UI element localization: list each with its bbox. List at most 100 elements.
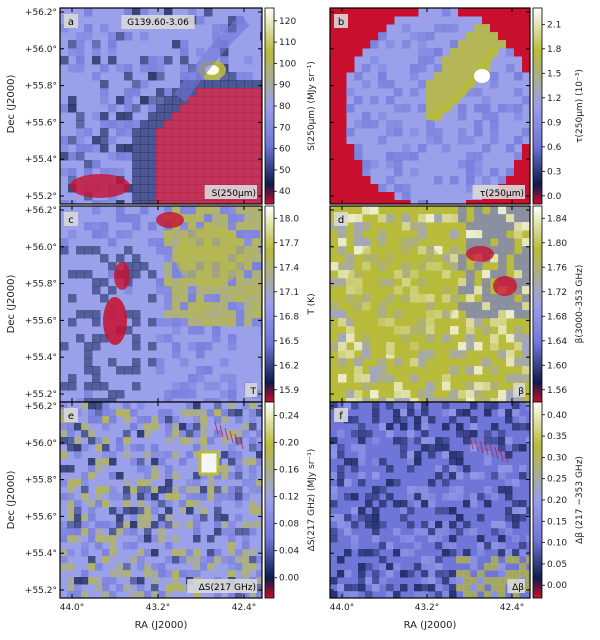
ra-tick-label: 42.4°	[232, 603, 257, 613]
colorbar-tick-label: 0.9	[547, 118, 562, 128]
map-label: ΔS(217 GHz)	[199, 583, 256, 593]
colorbar-tick-label: 90	[279, 81, 291, 91]
colorbar-tick-label: 1.56	[547, 386, 567, 396]
colorbar-d	[532, 205, 543, 403]
colorbar-tick-label: 0.04	[279, 547, 299, 557]
dec-tick-label: +56.0°	[25, 439, 57, 449]
colorbar-tick-label: 1.84	[547, 214, 567, 224]
colorbar-tick-label: 1.76	[547, 263, 567, 273]
dec-tick-label: +56.2°	[25, 8, 57, 18]
colorbar-tick-label: 17.7	[279, 239, 299, 249]
panel-f: 44.0° 43.2° 42.4° f Δβ 0.40 0.35 0.30 0.25 0.20 0.…	[329, 401, 585, 613]
colorbar-tick-label: 1.60	[547, 361, 567, 371]
ra-tick-label: 44.0°	[330, 603, 355, 613]
colorbar-tick-label: 0.30	[547, 453, 567, 463]
colorbar-tick-label: 15.9	[279, 386, 299, 396]
colorbar-tick-label: 0.00	[547, 581, 567, 591]
dec-tick-label: +55.4°	[25, 353, 57, 363]
colorbar-tick-label: 60	[279, 145, 291, 155]
colorbar-tick-label: 110	[279, 38, 296, 48]
colorbar-tick-label: 0.0	[547, 192, 562, 202]
heatmap-b	[330, 8, 530, 204]
dec-tick-label: +55.2°	[25, 586, 57, 596]
colorbar-tick-label: 70	[279, 123, 291, 133]
colorbar-tick-label: 0.20	[279, 439, 299, 449]
colorbar-b	[532, 7, 543, 205]
dec-tick-label: +55.8°	[25, 476, 57, 486]
dec-tick-label: +55.6°	[25, 316, 57, 326]
map-label: β	[518, 387, 524, 397]
colorbar-label: T (K)	[307, 293, 317, 315]
heatmap-a	[60, 8, 262, 204]
colorbar-tick-label: 0.15	[547, 517, 567, 527]
map-label: τ(250μm)	[480, 189, 524, 199]
dec-tick-label: +55.8°	[25, 280, 57, 290]
panel-letter: e	[68, 411, 74, 422]
dec-tick-label: +56.0°	[25, 45, 57, 55]
colorbar-tick-label: 0.25	[547, 475, 567, 485]
colorbar-tick-label: 1.64	[547, 337, 567, 347]
colorbar-tick-label: 0.00	[279, 574, 299, 584]
colorbar-tick-label: 80	[279, 102, 291, 112]
colorbar-tick-label: 120	[279, 17, 296, 27]
colorbar-f	[532, 401, 543, 599]
panel-letter: a	[68, 17, 74, 28]
colorbar-tick-label: 1.72	[547, 288, 567, 298]
colorbar-tick-label: 50	[279, 166, 291, 176]
colorbar-tick-label: 1.8	[547, 45, 562, 55]
map-label: T	[250, 387, 257, 397]
ra-tick-label: 44.0°	[60, 603, 85, 613]
colorbar-tick-label: 40	[279, 187, 291, 197]
map-label: Δβ	[512, 583, 524, 593]
shared-xlabel-right: RA (J2000)	[404, 620, 457, 631]
colorbar-tick-label: 17.1	[279, 288, 299, 298]
panel-b: b τ(250μm) 2.1 1.8 1.5 1.2 0.9 0.6 0.3 0.0 τ(250μm…	[329, 7, 585, 205]
ra-tick-label: 43.2°	[146, 603, 171, 613]
colorbar-tick-label: 0.35	[547, 432, 567, 442]
colorbar-tick-label: 1.80	[547, 239, 567, 249]
colorbar-tick-label: 16.5	[279, 337, 299, 347]
panel-frame-e	[59, 401, 263, 599]
dec-tick-label: +55.6°	[25, 118, 57, 128]
colorbar-label: Δβ (217 −353 GHz)	[575, 456, 585, 544]
colorbar-tick-label: 1.2	[547, 94, 561, 104]
colorbar-tick-label: 16.2	[279, 361, 299, 371]
colorbar-tick-label: 0.05	[547, 560, 567, 570]
colorbar-a	[264, 7, 275, 205]
dec-tick-label: +55.4°	[25, 549, 57, 559]
panel-frame-a	[59, 7, 263, 205]
colorbar-tick-label: 0.08	[279, 520, 299, 530]
colorbar-tick-label: 0.40	[547, 411, 567, 421]
dec-tick-label: +55.2°	[25, 390, 57, 400]
colorbar-label: τ(250μm) (10⁻³)	[575, 69, 585, 143]
dec-tick-label: +55.6°	[25, 512, 57, 522]
colorbar-label: S(250μm) (MJy sr⁻¹)	[307, 61, 317, 151]
dec-tick-label: +55.8°	[25, 82, 57, 92]
shared-ylabel-row3: Dec (J2000)	[6, 471, 17, 530]
panel-frame-f	[329, 401, 531, 599]
colorbar-e	[264, 401, 275, 599]
colorbar-label: ΔS(217 GHz) (MJy sr⁻¹)	[307, 449, 317, 552]
panel-letter: b	[338, 17, 344, 28]
shared-ylabel-row2: Dec (J2000)	[6, 275, 17, 334]
colorbar-label: β(3000–353 GHz)	[575, 265, 585, 344]
colorbar-tick-label: 0.12	[279, 493, 299, 503]
colorbar-tick-label: 0.3	[547, 167, 561, 177]
dec-tick-label: +56.2°	[25, 206, 57, 216]
panel-d: d β 1.84 1.80 1.76 1.72 1.68 1.64 1.60 1.56 β(3000…	[329, 205, 585, 403]
dec-tick-label: +56.2°	[25, 402, 57, 412]
colorbar-tick-label: 2.1	[547, 20, 561, 30]
panel-frame-b	[329, 7, 531, 205]
panel-a: +56.2° +56.0° +55.8° +55.6° +55.4° +55.2° a S(2…	[25, 7, 317, 205]
panel-letter: d	[338, 215, 344, 226]
shared-xlabel-left: RA (J2000)	[135, 620, 188, 631]
panel-letter: c	[68, 215, 74, 226]
panel-e: +56.2° +56.0° +55.8° +55.6° +55.4° +55.2°44.0…	[25, 401, 317, 613]
colorbar-tick-label: 0.16	[279, 466, 299, 476]
colorbar-c	[264, 205, 275, 403]
colorbar-tick-label: 0.24	[279, 412, 299, 422]
heatmap-f	[330, 402, 530, 598]
colorbar-tick-label: 18.0	[279, 214, 299, 224]
colorbar-tick-label: 0.6	[547, 143, 562, 153]
